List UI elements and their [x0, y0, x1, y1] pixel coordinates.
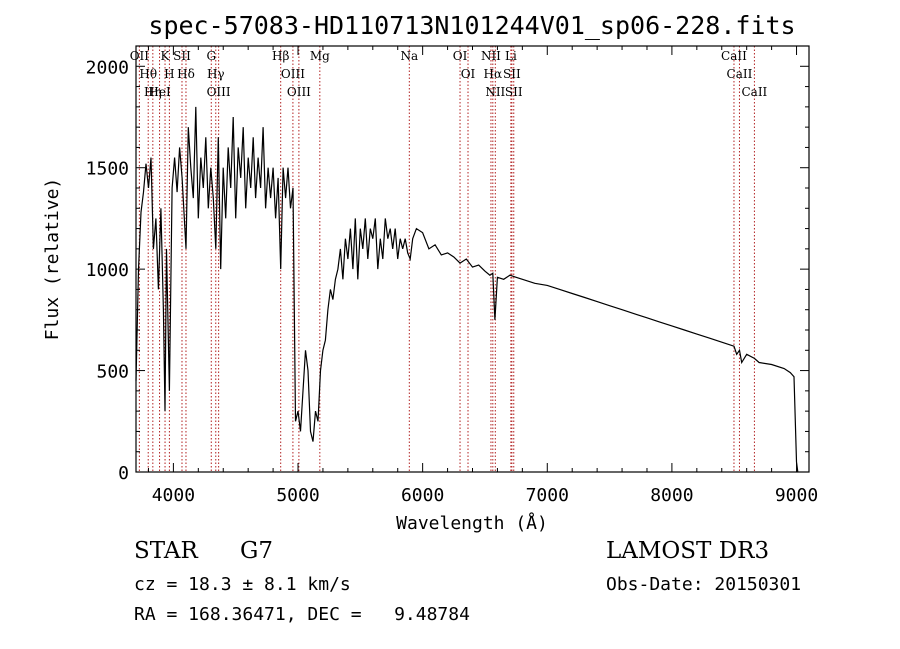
coordinates: RA = 168.36471, DEC = 9.48784 — [134, 604, 470, 625]
x-axis-label: Wavelength (Å) — [396, 512, 548, 534]
line-label: Hδ — [177, 67, 195, 81]
line-label: HeI — [148, 85, 171, 99]
line-label: SII — [173, 49, 191, 63]
line-label: SII — [503, 67, 521, 81]
line-label: G — [206, 49, 216, 63]
chart-title: spec-57083-HD110713N101244V01_sp06-228.f… — [148, 11, 795, 40]
x-tick-label: 5000 — [276, 485, 319, 506]
line-label: OI — [453, 49, 468, 63]
line-label: K — [161, 49, 171, 63]
line-label: CaII — [727, 67, 753, 81]
line-label: CaII — [741, 85, 767, 99]
line-label: Hβ — [272, 49, 289, 63]
line-markers — [138, 46, 755, 472]
x-tick-label: 4000 — [152, 485, 195, 506]
line-label: OIII — [281, 67, 305, 81]
x-tick-label: 9000 — [775, 485, 818, 506]
line-label: SII — [505, 85, 523, 99]
line-label: H — [164, 67, 174, 81]
line-label: OI — [461, 67, 476, 81]
y-tick-label: 1000 — [86, 260, 129, 281]
line-label: OII — [130, 49, 150, 63]
survey-name: LAMOST DR3 — [606, 538, 770, 564]
x-tick-label: 8000 — [650, 485, 693, 506]
subclass: G7 — [240, 538, 274, 564]
line-label: Hη — [144, 85, 162, 99]
x-tick-label: 6000 — [401, 485, 444, 506]
line-label: NII — [485, 85, 505, 99]
line-label: Na — [400, 49, 418, 63]
plot-frame — [135, 45, 810, 473]
line-label: OIII — [287, 85, 311, 99]
y-tick-label: 500 — [96, 362, 129, 383]
line-label: Hγ — [207, 67, 225, 81]
line-label: Hθ — [139, 67, 157, 81]
line-label: NII — [481, 49, 501, 63]
spectrum-series-line — [135, 106, 799, 473]
line-label: Hα — [484, 67, 503, 81]
line-label: Mg — [310, 49, 330, 63]
x-tick-label: 7000 — [526, 485, 569, 506]
obs-date: Obs-Date: 20150301 — [606, 574, 802, 595]
line-label: Li — [505, 49, 517, 63]
y-axis: 0 500 1000 1500 2000 — [86, 45, 809, 484]
y-axis-label: Flux (relative) — [42, 178, 63, 341]
y-tick-label: 2000 — [86, 57, 129, 78]
redshift-line: cz = 18.3 ± 8.1 km/s — [134, 574, 351, 595]
y-tick-label: 1500 — [86, 159, 129, 180]
object-class: STAR — [134, 538, 198, 564]
x-axis: 4000 5000 6000 7000 8000 9000 — [147, 46, 818, 506]
line-label: OIII — [207, 85, 231, 99]
line-label: CaII — [721, 49, 747, 63]
y-tick-label: 0 — [118, 463, 129, 484]
